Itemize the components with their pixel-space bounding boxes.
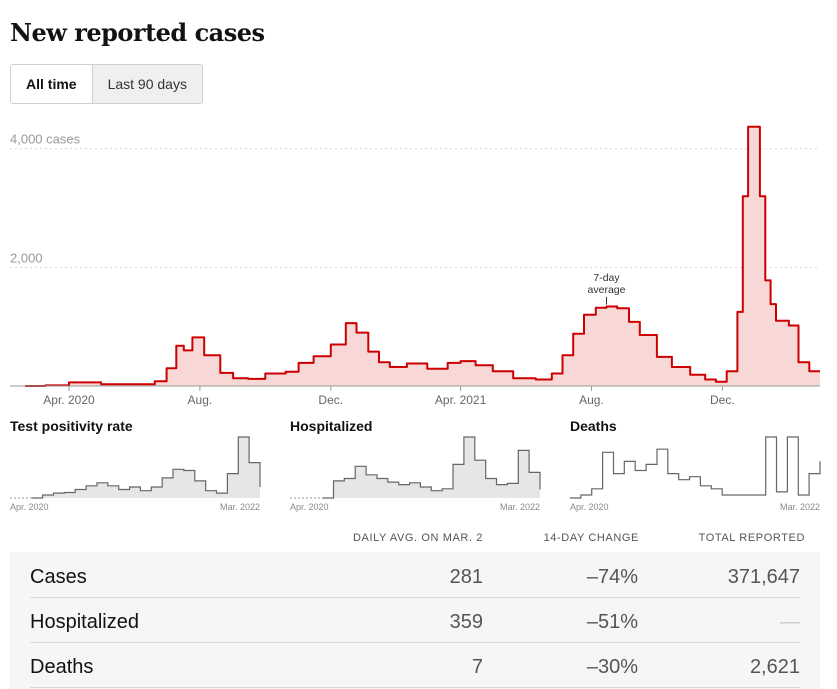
x-tick-label: Dec. — [318, 393, 343, 407]
last-90-days-button[interactable]: Last 90 days — [91, 65, 202, 103]
row-divider — [30, 687, 800, 688]
annotation-label: 7-day — [593, 272, 620, 284]
x-tick-label: Apr. 2020 — [43, 393, 95, 407]
daily-avg-value: 7 — [471, 656, 483, 678]
mini-chart-title: Test positivity rate — [10, 418, 133, 434]
x-tick-label: Aug. — [579, 393, 604, 407]
time-range-toggle: All time Last 90 days — [10, 64, 203, 104]
header-daily-avg: DAILY AVG. ON MAR. 2 — [353, 532, 483, 544]
total-value: 2,621 — [749, 656, 800, 678]
table-row: Cases 281 –74% 371,647 — [30, 552, 800, 597]
row-divider — [30, 597, 800, 598]
test-positivity-chart: Test positivity rate Apr. 2020 Mar. 2022 — [10, 418, 261, 512]
mini-line — [570, 436, 821, 499]
mini-x-end-label: Mar. 2022 — [500, 502, 540, 512]
mini-chart-title: Hospitalized — [290, 418, 372, 434]
x-tick-label: Apr. 2021 — [435, 393, 487, 407]
mini-line — [322, 436, 541, 499]
hospitalized-chart: Hospitalized Apr. 2020 Mar. 2022 — [290, 418, 541, 512]
mini-line — [31, 436, 261, 499]
annotation-label: average — [588, 284, 626, 296]
y-tick-label: 2,000 — [10, 250, 43, 265]
cases-area — [25, 126, 820, 387]
table-row: Deaths 7 –30% 2,621 — [30, 642, 800, 687]
summary-table: Cases 281 –74% 371,647 Hospitalized 359 … — [10, 552, 820, 689]
cases-chart: 4,000 cases 2,000 Apr. 2020 Aug. Dec. Apr. 20… — [10, 125, 820, 407]
header-total-reported: TOTAL REPORTED — [698, 532, 805, 544]
all-time-button[interactable]: All time — [11, 65, 92, 103]
mini-area — [322, 437, 540, 498]
change-value: –51% — [586, 611, 638, 633]
cases-line — [25, 125, 820, 387]
page-title: New reported cases — [10, 18, 265, 47]
table-row: Hospitalized 359 –51% — — [30, 597, 800, 642]
x-tick-label: Dec. — [710, 393, 735, 407]
row-label: Cases — [30, 566, 87, 588]
deaths-chart: Deaths Apr. 2020 Mar. 2022 — [570, 418, 821, 512]
daily-avg-value: 281 — [449, 566, 483, 588]
mini-x-end-label: Mar. 2022 — [220, 502, 260, 512]
change-value: –30% — [586, 656, 638, 678]
mini-area — [31, 437, 261, 498]
row-label: Deaths — [30, 656, 94, 678]
header-14-day-change: 14-DAY CHANGE — [543, 532, 639, 544]
mini-x-end-label: Mar. 2022 — [780, 502, 820, 512]
mini-chart-title: Deaths — [570, 418, 617, 434]
row-label: Hospitalized — [30, 611, 139, 633]
mini-x-start-label: Apr. 2020 — [10, 502, 49, 512]
total-value: — — [780, 611, 800, 633]
daily-avg-value: 359 — [449, 611, 483, 633]
total-value: 371,647 — [727, 566, 800, 588]
change-value: –74% — [586, 566, 638, 588]
mini-x-start-label: Apr. 2020 — [290, 502, 329, 512]
row-divider — [30, 642, 800, 643]
mini-x-start-label: Apr. 2020 — [570, 502, 609, 512]
y-tick-label: 4,000 cases — [10, 132, 81, 147]
x-tick-label: Aug. — [188, 393, 213, 407]
